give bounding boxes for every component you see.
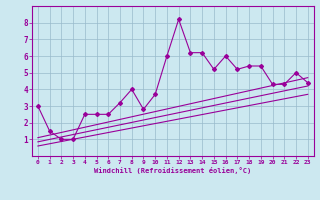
X-axis label: Windchill (Refroidissement éolien,°C): Windchill (Refroidissement éolien,°C) — [94, 167, 252, 174]
